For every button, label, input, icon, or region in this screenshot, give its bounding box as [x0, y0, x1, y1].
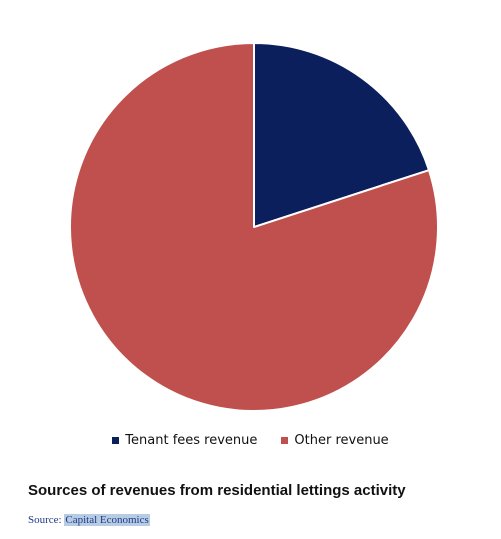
legend-swatch-other-revenue — [281, 436, 289, 444]
legend-label-other-revenue: Other revenue — [294, 432, 389, 448]
legend-item-other-revenue: Other revenue — [281, 432, 389, 448]
pie-chart — [69, 42, 439, 412]
pie-slice-other-revenue — [69, 42, 439, 412]
legend: Tenant fees revenue Other revenue — [0, 430, 501, 450]
legend-swatch-tenant-fees — [112, 436, 120, 444]
source-name: Capital Economics — [64, 514, 150, 526]
source-prefix: Source: — [28, 514, 65, 526]
legend-label-tenant-fees: Tenant fees revenue — [125, 432, 258, 448]
chart-title: Sources of revenues from residential let… — [28, 482, 406, 499]
source-line: Source: Capital Economics — [28, 514, 150, 526]
legend-item-tenant-fees: Tenant fees revenue — [112, 433, 257, 448]
pie-slice-tenant-fees — [253, 42, 430, 228]
